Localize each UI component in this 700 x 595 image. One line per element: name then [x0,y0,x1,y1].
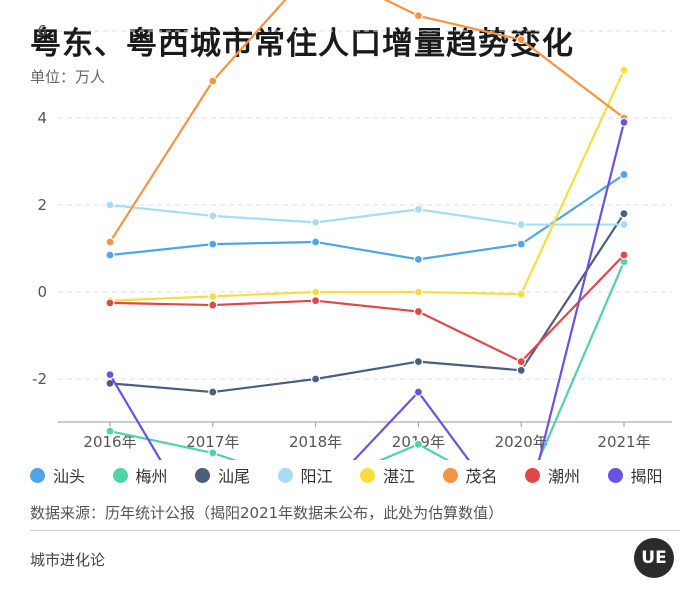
data-point [105,250,115,260]
series-line [109,203,624,226]
legend-item: 湛江 [360,462,415,488]
legend-item: 茂名 [442,462,498,488]
data-point [619,65,629,75]
data-point [413,11,423,21]
brand-logo: UE [634,538,674,578]
data-point [208,387,218,397]
data-point [413,357,423,367]
data-point [413,439,423,449]
data-point [619,169,629,180]
series-line [109,122,626,460]
data-point [413,287,423,297]
data-point [619,209,629,219]
data-source-note: 数据来源：历年统计公报（揭阳2021年数据未公布，此处为估算数值） [30,504,504,522]
footer-divider [30,530,680,531]
data-point [208,76,218,86]
y-tick-label: -4 [32,457,47,460]
data-point [413,204,423,214]
y-tick-label: 6 [37,22,47,40]
series-line [109,0,625,243]
x-tick-label: 2020年 [495,433,548,451]
chart-title: 粤东、粤西城市常住人口增量趋势变化 [30,26,574,62]
legend-dot [607,467,623,483]
data-point [208,448,218,458]
legend-item: 汕尾 [195,462,250,488]
legend-label: 阳江 [300,467,333,486]
legend-label: 梅州 [135,467,168,486]
data-point [311,217,321,227]
data-point [516,365,526,375]
legend-item: 汕头 [30,462,85,488]
data-point [516,239,526,249]
y-tick-label: 2 [37,196,47,214]
data-point [311,287,321,297]
data-point [105,370,115,380]
data-point [105,298,115,308]
data-point [105,200,115,210]
data-point [208,211,218,221]
legend-label: 揭阳 [630,467,663,486]
legend-dot [30,467,45,483]
legend-label: 汕头 [53,467,86,486]
x-tick-label: 2017年 [186,433,239,451]
data-point [413,254,423,264]
line-chart: -4-2024682016年2017年2018年2019年2020年2021年 [32,0,672,460]
series-line [109,173,625,261]
data-point [105,426,115,436]
legend-dot [360,467,375,483]
data-point [311,296,321,306]
legend-dot [525,467,540,483]
legend-item: 阳江 [277,462,333,488]
legend-dot [195,467,210,483]
data-point [105,237,115,247]
data-point [208,300,218,310]
legend-item: 揭阳 [607,462,663,488]
legend-label: 潮州 [548,467,581,486]
legend-label: 汕尾 [218,467,251,486]
legend-item: 潮州 [525,462,580,488]
data-point [516,289,526,299]
data-point [413,387,423,397]
data-point [516,35,526,45]
data-point [311,374,321,384]
brand-name: 城市进化论 [30,551,106,569]
legend-dot [277,467,293,483]
unit-label: 单位：万人 [30,68,106,86]
x-tick-label: 2018年 [289,433,342,451]
legend-item: 梅州 [112,462,168,488]
y-tick-label: 0 [37,283,47,301]
y-tick-label: -2 [32,370,47,388]
data-point [311,237,321,247]
data-point [208,239,218,249]
legend-dot [442,467,458,483]
legend-label: 湛江 [383,467,416,486]
series-line [109,261,626,460]
x-tick-label: 2021年 [597,433,650,451]
data-point [516,357,526,367]
x-tick-label: 2016年 [83,433,136,451]
data-point [208,291,218,301]
chart-legend: 汕头 梅州 汕尾 阳江 湛江 茂名 潮州 揭阳 [30,462,690,488]
series-line [109,69,625,302]
series-line [109,254,625,363]
data-point [619,117,629,127]
y-tick-label: 4 [37,109,47,127]
legend-dot [112,467,128,483]
data-point [619,219,629,230]
data-point [413,306,423,317]
legend-label: 茂名 [465,467,498,486]
data-point [619,250,629,260]
data-point [516,219,526,230]
